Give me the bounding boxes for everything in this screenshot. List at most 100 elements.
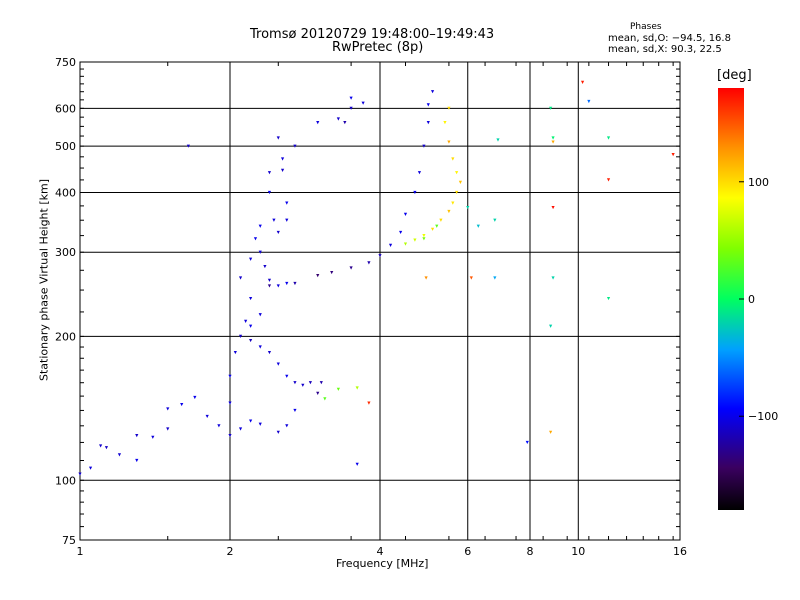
data-point [435, 224, 439, 228]
data-point [466, 205, 470, 210]
data-point [551, 136, 555, 140]
data-point [238, 334, 243, 338]
data-point [117, 453, 122, 457]
data-point [228, 374, 232, 378]
data-point [447, 209, 451, 214]
data-point [293, 381, 297, 385]
data-point [272, 218, 276, 222]
data-point [551, 276, 555, 280]
data-point [267, 190, 272, 195]
data-point [285, 281, 289, 286]
y-tick-label: 500 [55, 140, 76, 153]
data-point [301, 383, 305, 387]
data-point [580, 80, 585, 84]
chart-subtitle: RwPretec (8p) [332, 40, 424, 55]
data-point [249, 257, 253, 261]
data-point [355, 462, 359, 466]
data-point [525, 440, 529, 445]
data-point [367, 401, 371, 405]
y-tick-label: 600 [55, 102, 76, 115]
data-point [249, 296, 253, 301]
y-tick-label: 100 [55, 474, 76, 487]
data-point [180, 402, 184, 407]
data-point [99, 444, 103, 448]
data-point [166, 407, 170, 411]
data-point [276, 136, 280, 140]
data-point [249, 338, 253, 343]
data-point [422, 233, 426, 238]
data-point [78, 472, 82, 476]
data-point [280, 168, 285, 172]
data-point [455, 171, 459, 175]
data-point [455, 190, 459, 195]
data-point [323, 397, 327, 401]
data-point [606, 296, 611, 301]
y-tick-label: 300 [55, 246, 76, 259]
data-point [316, 121, 320, 125]
data-point [267, 284, 272, 288]
data-point [217, 424, 221, 428]
data-point [238, 276, 243, 280]
y-tick-label: 400 [55, 186, 76, 199]
data-point [361, 101, 365, 105]
data-points [78, 80, 675, 476]
data-point [263, 264, 267, 269]
axis-ticks: 1 2 4 6 8 10 16 75 100 200 300 400 500 600 750 [55, 56, 687, 558]
data-point [293, 408, 297, 413]
data-point [244, 319, 248, 323]
data-point [258, 345, 262, 349]
data-point [549, 324, 553, 328]
data-point [458, 180, 463, 184]
x-tick-label: 8 [527, 545, 534, 558]
x-tick-label: 4 [377, 545, 384, 558]
data-point [551, 205, 555, 210]
data-point [426, 121, 430, 125]
data-point [439, 218, 443, 222]
data-point [417, 171, 422, 175]
data-point [493, 218, 497, 222]
data-point [349, 106, 353, 110]
data-point [424, 276, 428, 280]
x-tick-label: 1 [77, 545, 84, 558]
data-point [403, 242, 408, 246]
data-point [233, 350, 237, 355]
colorbar-tick-label: 0 [748, 293, 755, 306]
data-point [293, 144, 297, 148]
data-point [319, 381, 323, 385]
data-point [443, 121, 447, 125]
data-point [403, 212, 408, 216]
data-point [606, 136, 611, 140]
data-point [285, 374, 289, 378]
y-tick-label: 750 [55, 56, 76, 69]
colorbar-unit-label: [deg] [717, 68, 752, 83]
y-tick-label: 75 [62, 534, 76, 547]
x-tick-label: 2 [227, 545, 234, 558]
data-point [276, 230, 280, 235]
data-point [308, 381, 313, 385]
data-point [587, 99, 591, 104]
data-point [135, 434, 139, 438]
data-point [267, 278, 272, 282]
data-point [258, 313, 262, 317]
phases-x-stats: mean, sd,X: 90.3, 22.5 [608, 44, 722, 55]
data-point [135, 458, 139, 463]
data-point [367, 261, 371, 265]
data-point [447, 106, 451, 110]
data-point [671, 153, 675, 157]
colorbar-tick-label: 100 [748, 176, 769, 189]
phases-legend-title: Phases [630, 22, 662, 32]
data-point [293, 281, 297, 286]
data-point [276, 430, 280, 434]
grid-lines [80, 62, 680, 540]
data-point [606, 178, 611, 182]
data-point [422, 237, 426, 241]
data-point [166, 427, 170, 431]
data-point [413, 190, 417, 195]
data-point [451, 157, 455, 161]
colorbar-unit-text: deg [722, 68, 747, 83]
plot-frame [79, 61, 681, 541]
data-point [267, 350, 272, 355]
data-point [238, 427, 243, 431]
phases-o-stats: mean, sd,O: −94.5, 16.8 [608, 33, 731, 44]
